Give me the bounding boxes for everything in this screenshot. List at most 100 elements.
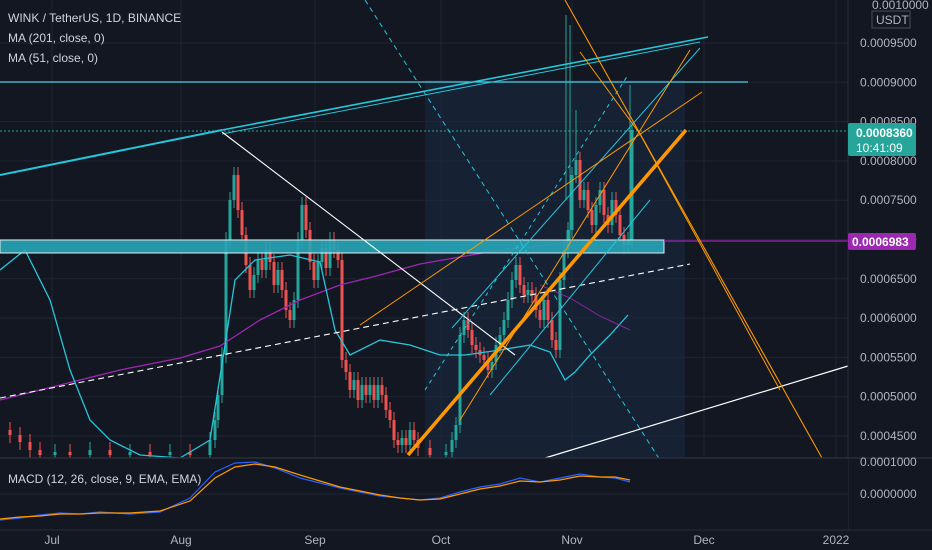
ma-51-line	[0, 248, 629, 459]
candle-body	[208, 440, 212, 455]
candle-body	[252, 275, 256, 290]
candle-body	[236, 175, 240, 210]
time-ticks: Jul Aug Sep Oct Nov Dec 2022	[44, 533, 849, 547]
candle-body	[558, 280, 562, 350]
candle-body	[312, 262, 316, 280]
candle-body	[264, 250, 268, 270]
candle-body	[148, 452, 152, 455]
candle-body	[510, 280, 514, 300]
candle-body	[618, 215, 622, 235]
time-axis[interactable]	[0, 530, 932, 550]
candle-body	[594, 205, 598, 225]
price-ticks: 0.00095000.00090000.00085000.00080000.00…	[860, 36, 917, 443]
candle-body	[18, 435, 22, 442]
candle-body	[168, 452, 172, 455]
candle-body	[380, 385, 384, 395]
candle-body	[352, 380, 356, 390]
candle-body	[578, 160, 582, 200]
time-tick: Aug	[170, 533, 191, 547]
candle-body	[400, 438, 404, 445]
price-axis-bg[interactable]	[848, 0, 932, 530]
candle-body	[482, 355, 486, 360]
countdown-value: 10:41:09	[856, 141, 903, 155]
candle-body	[570, 175, 574, 230]
candle-body	[240, 210, 244, 235]
price-tick: 0.0007500	[860, 193, 917, 207]
ma-short-line	[539, 284, 631, 331]
macd-legend[interactable]: MACD (12, 26, close, 9, EMA, EMA)	[8, 472, 202, 486]
candle-body	[348, 372, 352, 390]
signal-line	[0, 463, 631, 520]
price-tick: 0.0009000	[860, 75, 917, 89]
time-tick: 2022	[823, 533, 850, 547]
level-badge	[848, 233, 916, 250]
chart-grid	[0, 0, 848, 530]
candle-body	[260, 260, 264, 270]
candle-body	[340, 260, 344, 360]
candle-body	[602, 190, 606, 215]
candle-body	[324, 248, 328, 268]
candle-body	[554, 340, 558, 350]
candle-body	[376, 385, 380, 400]
time-tick: Oct	[432, 533, 451, 547]
time-tick: Jul	[44, 533, 59, 547]
candle-body	[68, 452, 72, 455]
candle-body	[412, 430, 416, 440]
candle-body	[490, 362, 494, 370]
candle-body	[530, 290, 534, 295]
candle-body	[304, 205, 308, 230]
macd-tick-top: 0.0001000	[860, 455, 917, 469]
ma-201-legend[interactable]: MA (201, close, 0)	[8, 31, 105, 45]
candle-body	[614, 200, 618, 215]
candle-body	[280, 270, 284, 290]
candle-body	[586, 190, 590, 210]
candle-body	[450, 440, 454, 452]
price-tick: 0.0004500	[860, 429, 917, 443]
candle-body	[300, 205, 304, 240]
candle-body	[336, 250, 340, 260]
candle-body	[292, 300, 296, 320]
candle-body	[88, 450, 92, 455]
currency-box	[871, 10, 911, 29]
candle-body	[534, 295, 538, 310]
candle-body	[356, 380, 360, 400]
candle-body	[248, 265, 252, 290]
candle-body	[296, 240, 300, 300]
candle-body	[364, 385, 368, 395]
chart-title[interactable]: WINK / TetherUS, 1D, BINANCE	[8, 11, 182, 25]
candle-body	[470, 330, 474, 345]
trendlines	[0, 0, 849, 461]
candle-body	[368, 385, 372, 395]
candle-body	[630, 130, 634, 240]
candle-body	[522, 285, 526, 295]
candle-body	[428, 448, 432, 455]
candle-body	[518, 265, 522, 285]
candle-body	[582, 190, 586, 200]
candle-body	[53, 452, 57, 455]
support-zone	[0, 239, 665, 254]
current-price-value: 0.0008360	[856, 126, 913, 140]
candle-body	[454, 425, 458, 440]
candle-body	[466, 320, 470, 330]
candle-body	[444, 452, 448, 455]
candle-body	[360, 385, 364, 400]
ma-51-legend[interactable]: MA (51, close, 0)	[8, 51, 99, 65]
price-tick: 0.0008000	[860, 154, 917, 168]
time-tick: Sep	[304, 533, 326, 547]
candle-body	[232, 175, 236, 200]
candle-body	[538, 310, 542, 320]
candle-body	[372, 385, 376, 400]
candle-body	[550, 320, 554, 340]
candle-body	[542, 300, 546, 320]
price-top-label: 0.0010000	[872, 0, 929, 12]
candle-body	[384, 395, 388, 410]
candle-body	[388, 410, 392, 420]
candle-body	[526, 290, 530, 295]
candle-body	[474, 345, 478, 350]
candle-body	[108, 450, 112, 455]
candle-body	[458, 335, 462, 425]
candle-body	[8, 430, 12, 435]
time-tick: Dec	[693, 533, 714, 547]
candle-body	[514, 265, 518, 280]
